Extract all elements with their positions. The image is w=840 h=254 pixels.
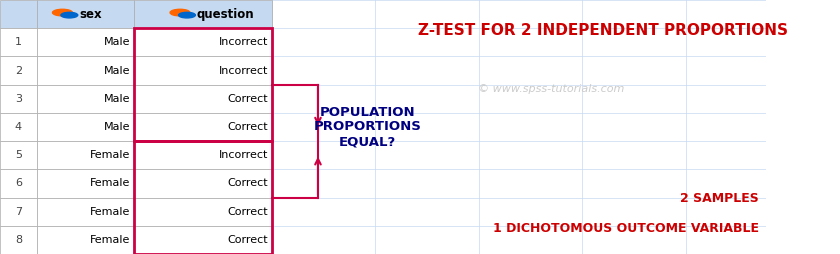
Text: 6: 6 — [15, 179, 22, 188]
Text: Incorrect: Incorrect — [218, 150, 268, 160]
Text: Correct: Correct — [228, 122, 268, 132]
Text: Male: Male — [104, 122, 130, 132]
Text: Correct: Correct — [228, 207, 268, 217]
Text: Female: Female — [90, 235, 130, 245]
Text: Incorrect: Incorrect — [218, 37, 268, 47]
Text: 2 SAMPLES: 2 SAMPLES — [680, 192, 759, 205]
Bar — [134, 28, 272, 141]
Text: 8: 8 — [15, 235, 22, 245]
Bar — [0, 226, 37, 254]
Bar — [134, 113, 272, 141]
Bar — [0, 85, 37, 113]
Bar — [134, 226, 272, 254]
Bar — [134, 198, 272, 226]
Text: 5: 5 — [15, 150, 22, 160]
Text: 1: 1 — [15, 37, 22, 47]
Text: Correct: Correct — [228, 94, 268, 104]
Bar — [134, 141, 272, 254]
Text: Correct: Correct — [228, 235, 268, 245]
Text: 3: 3 — [15, 94, 22, 104]
Text: Male: Male — [104, 66, 130, 75]
Circle shape — [61, 12, 78, 18]
Bar — [37, 226, 134, 254]
Text: sex: sex — [79, 8, 102, 21]
Text: Female: Female — [90, 179, 130, 188]
Bar — [134, 141, 272, 169]
Text: Male: Male — [104, 94, 130, 104]
Text: 7: 7 — [15, 207, 22, 217]
Text: 1 DICHOTOMOUS OUTCOME VARIABLE: 1 DICHOTOMOUS OUTCOME VARIABLE — [492, 222, 759, 235]
Bar — [0, 169, 37, 198]
Text: POPULATION
PROPORTIONS
EQUAL?: POPULATION PROPORTIONS EQUAL? — [314, 105, 422, 149]
Bar — [37, 141, 134, 169]
Text: Z-TEST FOR 2 INDEPENDENT PROPORTIONS: Z-TEST FOR 2 INDEPENDENT PROPORTIONS — [417, 23, 788, 38]
Circle shape — [179, 12, 196, 18]
Bar — [37, 56, 134, 85]
Circle shape — [170, 9, 190, 16]
Bar — [134, 56, 272, 85]
Text: 4: 4 — [15, 122, 22, 132]
Text: Female: Female — [90, 150, 130, 160]
Bar — [134, 0, 272, 28]
Bar — [0, 141, 37, 169]
Bar — [0, 28, 37, 56]
Bar — [37, 113, 134, 141]
Text: Male: Male — [104, 37, 130, 47]
Text: © www.spss-tutorials.com: © www.spss-tutorials.com — [479, 84, 625, 94]
Bar — [0, 0, 37, 28]
Bar — [0, 113, 37, 141]
Bar — [37, 0, 134, 28]
Bar — [134, 169, 272, 198]
Text: 2: 2 — [15, 66, 22, 75]
Bar — [134, 28, 272, 56]
Circle shape — [52, 9, 72, 16]
Bar — [37, 85, 134, 113]
Bar — [37, 28, 134, 56]
Bar — [0, 198, 37, 226]
Text: Correct: Correct — [228, 179, 268, 188]
Text: Female: Female — [90, 207, 130, 217]
Bar — [134, 85, 272, 113]
Text: Incorrect: Incorrect — [218, 66, 268, 75]
Bar — [37, 198, 134, 226]
Bar — [37, 169, 134, 198]
Text: question: question — [197, 8, 255, 21]
Bar — [0, 56, 37, 85]
